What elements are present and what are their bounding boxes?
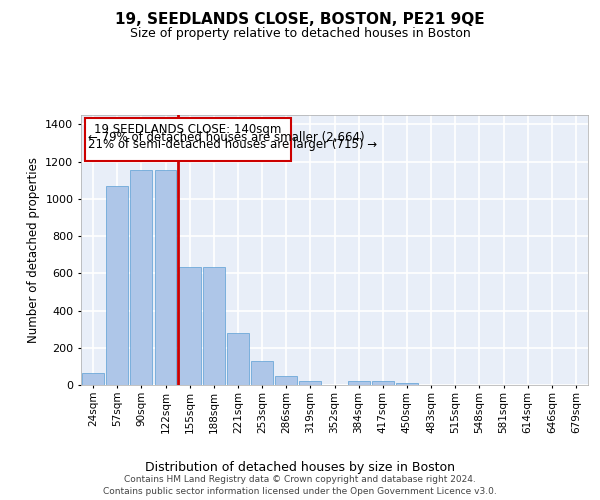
Text: 19, SEEDLANDS CLOSE, BOSTON, PE21 9QE: 19, SEEDLANDS CLOSE, BOSTON, PE21 9QE: [115, 12, 485, 28]
Bar: [130, 170, 152, 385]
Y-axis label: Number of detached properties: Number of detached properties: [26, 157, 40, 343]
Bar: [179, 267, 200, 385]
Text: 21% of semi-detached houses are larger (715) →: 21% of semi-detached houses are larger (…: [88, 138, 377, 151]
Bar: [106, 186, 128, 385]
Text: 19 SEEDLANDS CLOSE: 140sqm: 19 SEEDLANDS CLOSE: 140sqm: [94, 124, 281, 136]
Bar: [396, 383, 418, 385]
FancyBboxPatch shape: [85, 118, 291, 160]
Bar: [275, 376, 297, 385]
Text: Distribution of detached houses by size in Boston: Distribution of detached houses by size …: [145, 461, 455, 474]
Text: Contains HM Land Registry data © Crown copyright and database right 2024.: Contains HM Land Registry data © Crown c…: [124, 475, 476, 484]
Bar: [348, 382, 370, 385]
Bar: [82, 374, 104, 385]
Bar: [251, 361, 273, 385]
Bar: [299, 382, 321, 385]
Bar: [372, 382, 394, 385]
Text: Contains public sector information licensed under the Open Government Licence v3: Contains public sector information licen…: [103, 487, 497, 496]
Bar: [227, 333, 249, 385]
Text: Size of property relative to detached houses in Boston: Size of property relative to detached ho…: [130, 28, 470, 40]
Bar: [203, 267, 224, 385]
Bar: [155, 170, 176, 385]
Text: ← 79% of detached houses are smaller (2,664): ← 79% of detached houses are smaller (2,…: [88, 131, 365, 144]
